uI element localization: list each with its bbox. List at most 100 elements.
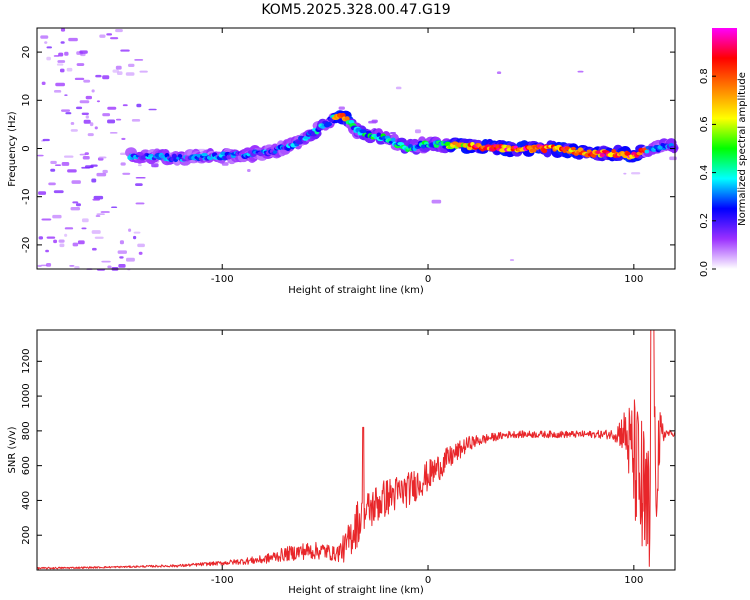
- spectrogram-noise-cell: [139, 70, 148, 73]
- spectrogram-noise-cell: [83, 119, 91, 124]
- spectrogram-ridge-cell: [444, 141, 452, 147]
- spectrogram-noise-cell: [94, 126, 98, 130]
- spectrogram-noise-cell: [99, 34, 106, 38]
- spectrogram-noise-cell: [119, 240, 124, 245]
- spectrogram-noise-cell: [134, 59, 144, 61]
- spectrogram-ridge-cell: [303, 135, 311, 140]
- spectrogram-ridge-cell: [177, 154, 183, 158]
- spectrogram-noise-cell: [131, 118, 141, 122]
- spectrogram-noise-cell: [623, 172, 627, 175]
- spectrogram-noise-cell: [65, 112, 72, 115]
- spectrogram-x-tick-label: 0: [425, 274, 431, 285]
- spectrogram-noise-cell: [64, 227, 74, 230]
- spectrogram-noise-cell: [338, 106, 345, 110]
- spectrogram-noise-cell: [59, 68, 65, 73]
- spectrogram-noise-cell: [85, 115, 89, 119]
- colorbar-tick-label: 0.6: [699, 116, 710, 132]
- colorbar-tick-label: 0.0: [699, 261, 710, 277]
- spectrogram-noise-cell: [91, 89, 95, 93]
- spectrogram-noise-cell: [509, 259, 515, 261]
- spectrogram-noise-cell: [126, 257, 135, 262]
- spectrogram-noise-cell: [76, 106, 83, 110]
- snr-x-tick-label: 100: [624, 575, 643, 586]
- spectrogram-ridge-cell: [272, 150, 278, 154]
- spectrogram-ridge-cell: [324, 121, 333, 127]
- spectrogram-noise-cell: [70, 207, 81, 211]
- spectrogram-noise-cell: [135, 202, 145, 205]
- spectrogram-y-tick-label: 10: [21, 94, 32, 107]
- snr-y-axis-label: SNR (v/v): [7, 426, 18, 473]
- spectrogram-noise-cell: [60, 41, 65, 44]
- spectrogram-noise-cell: [96, 172, 107, 177]
- spectrogram-noise-cell: [151, 163, 159, 168]
- colorbar-tick-label: 0.8: [699, 68, 710, 84]
- spectrogram-x-tick-label: -100: [211, 274, 234, 285]
- spectrogram-noise-cell: [115, 65, 122, 70]
- spectrogram-noise-cell: [92, 247, 97, 251]
- spectrogram-noise-cell: [120, 162, 126, 166]
- spectrogram-noise-cell: [67, 169, 77, 173]
- spectrogram-noise-cell: [118, 263, 126, 268]
- spectrogram-noise-cell: [58, 239, 65, 243]
- spectrogram-noise-cell: [111, 206, 118, 209]
- spectrogram-noise-cell: [41, 81, 46, 85]
- snr-x-tick-label: 0: [425, 575, 431, 586]
- spectrogram-noise-cell: [137, 164, 142, 167]
- spectrogram-noise-cell: [95, 74, 102, 78]
- spectrogram-noise-cell: [431, 199, 442, 204]
- spectrogram-noise-cell: [119, 256, 124, 259]
- spectrogram-noise-cell: [55, 82, 65, 87]
- spectrogram-noise-cell: [72, 201, 79, 204]
- spectrogram-noise-cell: [96, 213, 105, 215]
- spectrogram-ridge-cell: [625, 151, 631, 157]
- spectrogram-noise-cell: [96, 100, 100, 103]
- spectrogram-y-tick-label: 20: [21, 46, 32, 59]
- spectrogram-y-axis-label: Frequency (Hz): [7, 111, 18, 187]
- spectrogram-ridge-cell: [296, 140, 304, 145]
- spectrogram-noise-cell: [414, 129, 421, 134]
- spectrogram-noise-cell: [64, 233, 68, 237]
- spectrogram-x-axis-label: Height of straight line (km): [288, 285, 424, 296]
- spectrogram-noise-cell: [84, 152, 89, 155]
- spectrogram-ridge-cell: [344, 116, 350, 122]
- spectrogram-noise-cell: [75, 203, 81, 207]
- spectrogram-noise-cell: [81, 227, 87, 230]
- spectrogram-noise-cell: [54, 164, 62, 166]
- spectrogram-noise-cell: [53, 89, 62, 93]
- colorbar-tick-label: 0.4: [699, 165, 710, 181]
- snr-panel: -100 0 100 200 400 600 800 1000 1200 Height of s…: [7, 329, 676, 596]
- spectrogram-noise-cell: [46, 263, 52, 267]
- snr-y-tick-label: 800: [21, 421, 32, 440]
- spectrogram-noise-cell: [45, 249, 50, 253]
- spectrogram-noise-cell: [81, 112, 89, 115]
- spectrogram-noise-cell: [121, 137, 126, 140]
- spectrogram-ridge-cell: [348, 120, 355, 124]
- spectrogram-noise-cell: [87, 133, 94, 137]
- spectrogram-noise-cell: [37, 264, 42, 268]
- spectrogram-noise-cell: [98, 156, 107, 159]
- spectrogram-noise-cell: [128, 228, 132, 232]
- spectrogram-ridge-cell: [599, 153, 605, 158]
- spectrogram-noise-cell: [56, 63, 64, 66]
- spectrogram-noise-cell: [107, 265, 112, 269]
- spectrogram-ridge-cell: [339, 112, 346, 118]
- spectrogram-noise-cell: [91, 230, 101, 234]
- spectrogram-y-tick-label: 0: [21, 145, 32, 151]
- spectrogram-noise-cell: [76, 63, 85, 66]
- spectrogram-noise-cell: [71, 180, 81, 184]
- spectrogram-noise-cell: [120, 49, 130, 52]
- spectrogram-noise-cell: [107, 106, 117, 110]
- spectrogram-noise-cell: [110, 37, 119, 40]
- spectrogram-noise-cell: [37, 154, 44, 157]
- figure-title: KOM5.2025.328.00.47.G19: [261, 2, 450, 18]
- spectrogram-noise-cell: [40, 264, 48, 267]
- spectrogram-noise-cell: [64, 155, 74, 158]
- spectrogram-noise-cell: [669, 156, 677, 161]
- colorbar-tick-label: 0.2: [699, 213, 710, 229]
- spectrogram-noise-cell: [115, 28, 123, 33]
- spectrogram-noise-cell: [74, 266, 80, 270]
- spectrogram-noise-cell: [116, 71, 123, 75]
- spectrogram-noise-cell: [106, 33, 113, 36]
- snr-y-tick-label: 1000: [21, 383, 32, 408]
